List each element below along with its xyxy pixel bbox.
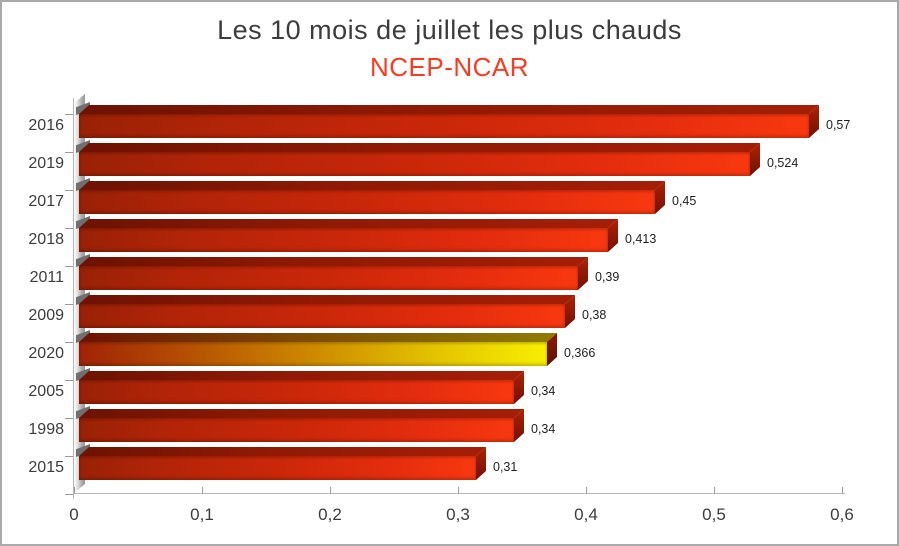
y-axis-tick <box>65 266 73 267</box>
bar-top-face <box>79 181 665 190</box>
x-tick-label: 0,6 <box>830 505 854 524</box>
bar-top-face <box>79 409 524 418</box>
value-label: 0,57 <box>826 118 851 132</box>
bar-2016 <box>79 105 819 138</box>
x-axis-tick <box>458 487 459 493</box>
bar-side-face <box>578 257 588 290</box>
y-axis-tick <box>65 418 73 419</box>
value-label: 0,524 <box>767 156 799 170</box>
bar-2020 <box>79 333 557 366</box>
value-label: 0,39 <box>595 270 620 284</box>
x-tick-label: 0,4 <box>574 505 598 524</box>
value-label: 0,413 <box>625 232 657 246</box>
bar-top-face <box>79 333 557 342</box>
category-label: 2018 <box>28 231 64 248</box>
bar-top-face <box>79 371 524 380</box>
bar-2009 <box>79 295 575 328</box>
y-axis-tick <box>65 456 73 457</box>
bar-front-face <box>79 266 578 290</box>
category-label: 2015 <box>28 459 64 476</box>
value-label: 0,366 <box>564 346 596 360</box>
category-label: 2009 <box>28 307 64 324</box>
x-axis-tick <box>586 487 587 493</box>
chart-title: Les 10 mois de juillet les plus chauds <box>217 15 682 45</box>
bar-side-face <box>514 409 524 442</box>
bar-side-face <box>547 333 557 366</box>
bar-2019 <box>79 143 760 176</box>
value-label: 0,45 <box>672 194 697 208</box>
bar-front-face <box>79 190 655 214</box>
bar-2017 <box>79 181 665 214</box>
bar-top-face <box>79 295 575 304</box>
x-axis-tick <box>842 487 843 493</box>
category-label: 2020 <box>28 345 64 362</box>
bar-side-face <box>655 181 665 214</box>
x-tick-label: 0 <box>69 505 79 524</box>
y-axis-tick <box>65 304 73 305</box>
x-axis-tick <box>74 487 75 493</box>
bar-front-face <box>79 152 750 176</box>
category-label: 2011 <box>29 269 64 286</box>
category-label: 2019 <box>28 155 64 172</box>
x-axis-tick <box>202 487 203 493</box>
x-axis-line <box>73 493 845 494</box>
bar-top-face <box>79 143 760 152</box>
y-axis-tick <box>65 494 73 495</box>
value-label: 0,38 <box>582 308 607 322</box>
bar-side-face <box>809 105 819 138</box>
chart-3d-wall <box>74 94 85 493</box>
x-tick-label: 0,3 <box>446 505 470 524</box>
bar-front-face <box>79 114 809 138</box>
bar-2011 <box>79 257 588 290</box>
bar-side-face <box>608 219 618 252</box>
y-axis-tick <box>65 380 73 381</box>
y-axis-tick <box>65 190 73 191</box>
bar-top-face <box>79 257 588 266</box>
x-axis-tick <box>330 487 331 493</box>
bar-side-face <box>750 143 760 176</box>
category-label: 1998 <box>28 421 64 438</box>
bar-2015 <box>79 447 486 480</box>
bar-front-face <box>79 456 476 480</box>
y-axis-tick <box>65 342 73 343</box>
bar-2005 <box>79 371 524 404</box>
category-label: 2017 <box>28 193 64 210</box>
y-axis-tick <box>65 228 73 229</box>
bar-front-face <box>79 304 565 328</box>
y-axis-line <box>73 98 74 499</box>
value-label: 0,31 <box>493 460 518 474</box>
category-label: 2005 <box>28 383 64 400</box>
bar-front-face <box>79 418 514 442</box>
bar-2018 <box>79 219 618 252</box>
bar-front-face <box>79 228 608 252</box>
y-axis-tick <box>65 152 73 153</box>
y-axis-tick <box>65 114 73 115</box>
bar-top-face <box>79 105 819 114</box>
bar-side-face <box>476 447 486 480</box>
bar-side-face <box>565 295 575 328</box>
bar-front-face <box>79 380 514 404</box>
x-axis-tick <box>714 487 715 493</box>
chart-subtitle: NCEP-NCAR <box>369 52 530 82</box>
bar-top-face <box>79 447 486 456</box>
x-tick-label: 0,5 <box>702 505 726 524</box>
x-tick-label: 0,1 <box>190 505 214 524</box>
bar-1998 <box>79 409 524 442</box>
bar-top-face <box>79 219 618 228</box>
value-label: 0,34 <box>531 384 556 398</box>
category-label: 2016 <box>28 117 64 134</box>
bar-side-face <box>514 371 524 404</box>
bar-front-face <box>79 342 547 366</box>
x-tick-label: 0,2 <box>318 505 342 524</box>
value-label: 0,34 <box>531 422 556 436</box>
